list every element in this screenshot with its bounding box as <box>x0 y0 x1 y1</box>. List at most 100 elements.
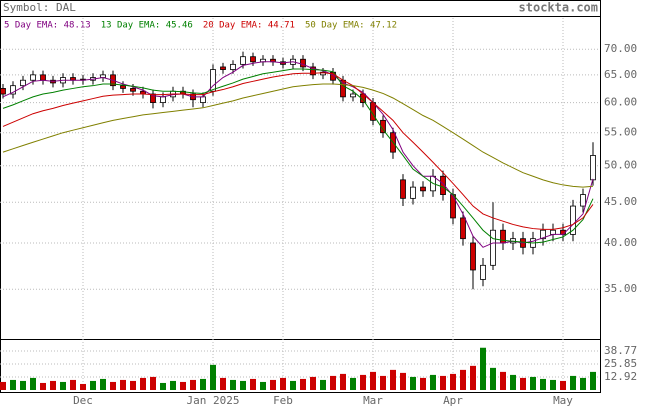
volume-bar <box>450 373 456 390</box>
volume-bar <box>190 379 196 390</box>
volume-bar <box>30 377 36 390</box>
candle-body <box>30 74 36 81</box>
candle-body <box>220 66 226 70</box>
ema-line <box>2 68 594 244</box>
volume-bar <box>390 369 396 390</box>
candle-body <box>570 205 576 235</box>
candle-body <box>0 88 6 95</box>
y-tick-label: 70.00 <box>604 42 637 55</box>
y-tick-label: 45.00 <box>604 195 637 208</box>
volume-bar <box>350 377 356 390</box>
volume-bar <box>550 379 556 390</box>
candle-body <box>410 186 416 199</box>
candle-body <box>130 88 136 92</box>
volume-bar <box>360 374 366 390</box>
x-tick-label: Feb <box>273 394 293 406</box>
volume-bar <box>20 380 26 390</box>
watermark: stockta.com <box>519 1 598 15</box>
legend-entry: 13 Day EMA: 45.46 <box>101 21 193 31</box>
candle-body <box>450 194 456 219</box>
volume-bar <box>430 374 436 390</box>
candle-body <box>460 217 466 240</box>
volume-bar <box>410 376 416 390</box>
volume-bar <box>320 379 326 390</box>
volume-bar <box>420 377 426 390</box>
volume-bar <box>580 377 586 390</box>
candle-body <box>310 66 316 76</box>
volume-bar <box>90 380 96 390</box>
x-tick-label: Apr <box>443 394 463 406</box>
volume-bar <box>0 381 6 390</box>
x-tick-label: Mar <box>363 394 383 406</box>
y-tick-label: 35.00 <box>604 282 637 295</box>
volume-bar <box>250 378 256 390</box>
symbol: Symbol: DAL <box>3 1 76 14</box>
candle-body <box>210 69 216 92</box>
candle-body <box>470 242 476 271</box>
legend-entry: 20 Day EMA: 44.71 <box>203 21 295 31</box>
legend-entry: 5 Day EMA: 48.13 <box>4 21 91 31</box>
volume-bar <box>440 375 446 390</box>
volume-bar <box>470 365 476 390</box>
volume-bar <box>240 380 246 390</box>
candle-body <box>540 229 546 240</box>
x-tick-label: Dec <box>73 394 93 406</box>
volume-bar <box>270 379 276 390</box>
candle-body <box>240 56 246 65</box>
volume-bar <box>120 379 126 390</box>
ema-line <box>2 83 594 188</box>
candle-body <box>320 71 326 76</box>
y-tick-label: 65.00 <box>604 68 637 81</box>
volume-bar <box>10 379 16 390</box>
volume-bar <box>560 380 566 390</box>
candle-body <box>250 56 256 63</box>
candle-body <box>40 74 46 81</box>
volume-bar <box>260 381 266 390</box>
candle-body <box>10 85 16 95</box>
volume-bar <box>180 381 186 390</box>
candle-body <box>350 93 356 98</box>
candle-body <box>420 186 426 192</box>
volume-bar <box>520 377 526 390</box>
volume-bar <box>220 377 226 390</box>
volume-bar <box>370 371 376 390</box>
y-tick-label: 55.00 <box>604 126 637 139</box>
candle-body <box>400 179 406 199</box>
frame <box>0 0 601 393</box>
volume-bar <box>170 380 176 390</box>
ema-line <box>2 72 594 230</box>
volume-bar <box>460 369 466 390</box>
candle-body <box>590 155 596 181</box>
volume-bar <box>70 379 76 390</box>
volume-bar <box>310 376 316 390</box>
volume-bar <box>200 378 206 390</box>
volume-bar <box>60 381 66 390</box>
volume-bar <box>380 375 386 390</box>
candle-body <box>300 58 306 68</box>
volume-bar <box>510 374 516 390</box>
candle-body <box>200 96 206 103</box>
candle-body <box>120 85 126 89</box>
legend-entry: 50 Day EMA: 47.12 <box>305 21 397 31</box>
y2-tick-label: 38.77 <box>604 344 637 357</box>
volume-bar <box>480 347 486 390</box>
volume-bar <box>490 367 496 390</box>
volume-bar <box>500 371 506 390</box>
volume-bar <box>570 375 576 390</box>
volume-bar <box>590 371 596 390</box>
volume-bar <box>140 377 146 390</box>
candle-body <box>160 96 166 103</box>
volume-bar <box>160 382 166 390</box>
candle-body <box>150 93 156 103</box>
volume-bar <box>130 380 136 390</box>
y2-tick-label: 12.92 <box>604 370 637 383</box>
volume-bar <box>540 378 546 390</box>
volume-bar <box>80 383 86 390</box>
candle-body <box>440 175 446 195</box>
volume-bar <box>280 377 286 390</box>
volume-bar <box>110 381 116 390</box>
volume-bar <box>300 378 306 390</box>
volume-bar <box>340 373 346 390</box>
volume-bar <box>290 380 296 390</box>
